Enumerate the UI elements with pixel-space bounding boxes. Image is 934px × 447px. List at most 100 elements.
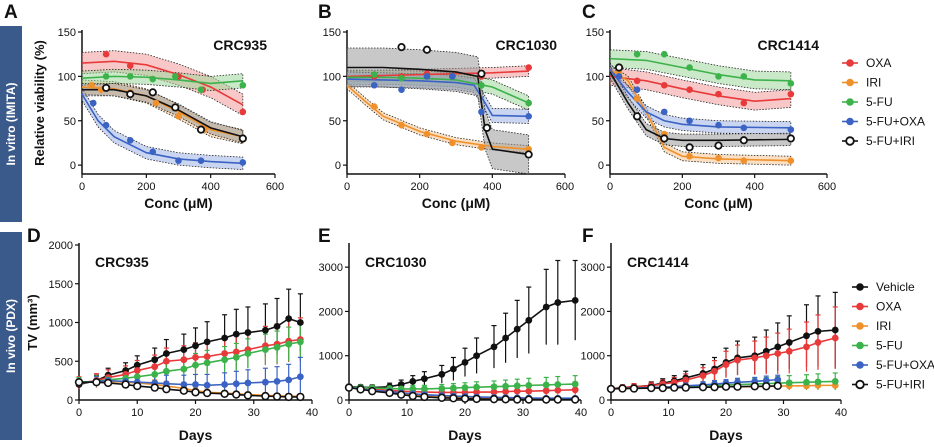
data-point	[221, 350, 229, 357]
data-point	[148, 88, 157, 97]
data-point	[633, 86, 641, 93]
data-point	[803, 378, 810, 386]
y-tick-label: 1000	[49, 318, 73, 330]
data-point	[681, 383, 690, 392]
data-point	[192, 381, 199, 388]
data-point	[272, 392, 282, 401]
legend: OXA IRI 5-FU 5-FU+OXA 5-FU+IRI	[842, 56, 925, 148]
data-point	[787, 157, 795, 164]
data-point	[658, 383, 667, 393]
y-tick-label: 100	[586, 71, 604, 83]
data-point	[232, 380, 240, 388]
data-point	[74, 377, 84, 387]
legend-marker	[856, 283, 864, 291]
data-point	[571, 380, 579, 388]
y-tick-label: 100	[323, 71, 341, 83]
fit-curve	[346, 84, 529, 150]
fit-curve	[609, 57, 791, 82]
data-point	[490, 343, 498, 351]
legend-label: 5-FU	[876, 339, 903, 353]
data-point	[102, 121, 110, 129]
data-point	[221, 334, 229, 342]
x-tick-label: 40	[835, 407, 847, 419]
data-point	[203, 381, 211, 389]
y-tick-label: 1000	[581, 351, 605, 363]
data-point	[438, 370, 446, 378]
legend-label: 5-FU+IRI	[866, 134, 915, 148]
data-point	[814, 339, 822, 346]
data-point	[273, 343, 281, 351]
fit-curve	[81, 60, 244, 106]
data-point	[89, 99, 97, 107]
data-point	[285, 315, 293, 323]
x-axis-title: Conc (μM)	[684, 195, 752, 211]
data-point	[203, 359, 211, 367]
data-point	[524, 150, 533, 159]
data-point	[238, 134, 247, 143]
data-point	[370, 103, 378, 110]
x-tick-label: 40	[575, 407, 587, 419]
data-point	[461, 358, 469, 366]
x-tick-label: 0	[608, 407, 614, 419]
data-point	[762, 382, 771, 391]
panel-title: CRC1030	[496, 37, 558, 53]
x-tick-label: 200	[410, 181, 428, 193]
x-axis-title: Conc (μM)	[422, 195, 490, 211]
legend: Vehicle OXA IRI 5-FU 5-FU+OXA 5-FU+IRI	[852, 280, 934, 392]
data-point	[554, 386, 562, 394]
confidence-band	[81, 68, 244, 91]
panel-title: CRC1414	[758, 37, 820, 53]
y-tick-label: 50	[592, 116, 604, 128]
data-point	[774, 376, 782, 384]
data-point	[151, 356, 159, 364]
data-point	[421, 385, 428, 393]
fit-curve	[346, 78, 529, 118]
data-point	[162, 384, 171, 394]
data-point	[740, 73, 748, 80]
data-point	[203, 338, 211, 346]
data-point	[273, 378, 281, 385]
data-point	[220, 389, 229, 398]
data-point	[88, 81, 95, 89]
data-point	[449, 139, 456, 147]
data-point	[751, 354, 759, 362]
data-point	[409, 378, 417, 385]
x-axis-title: Days	[709, 427, 743, 443]
data-point	[502, 388, 509, 395]
y-tick-label: 1000	[319, 351, 343, 363]
data-point	[296, 392, 305, 402]
data-point	[773, 381, 782, 391]
data-point	[422, 45, 432, 54]
x-tick-label: 20	[459, 407, 471, 419]
data-point	[814, 378, 822, 386]
y-tick-label: 0	[335, 160, 341, 172]
y-tick-label: 2000	[319, 306, 343, 318]
data-point	[232, 353, 240, 361]
data-point	[803, 332, 810, 340]
data-point	[606, 384, 616, 394]
data-point	[244, 329, 252, 336]
data-point	[262, 378, 269, 386]
data-point	[385, 388, 394, 398]
data-point	[398, 121, 405, 129]
data-point	[733, 382, 742, 391]
data-point	[490, 388, 498, 396]
panel-letter: B	[318, 2, 332, 23]
legend-marker	[846, 117, 854, 126]
data-point	[831, 326, 839, 334]
data-point	[239, 81, 247, 89]
data-point	[121, 380, 130, 389]
y-tick-label: 3000	[581, 262, 605, 274]
data-point	[525, 387, 533, 395]
data-point	[197, 157, 205, 164]
data-point	[570, 395, 580, 404]
data-point	[734, 356, 741, 364]
data-point	[356, 385, 365, 394]
x-tick-label: 10	[401, 407, 413, 419]
data-point	[803, 343, 810, 351]
data-point	[721, 382, 731, 391]
data-point	[633, 50, 641, 58]
data-point	[541, 395, 551, 404]
data-point	[102, 50, 110, 58]
data-point	[660, 108, 668, 116]
